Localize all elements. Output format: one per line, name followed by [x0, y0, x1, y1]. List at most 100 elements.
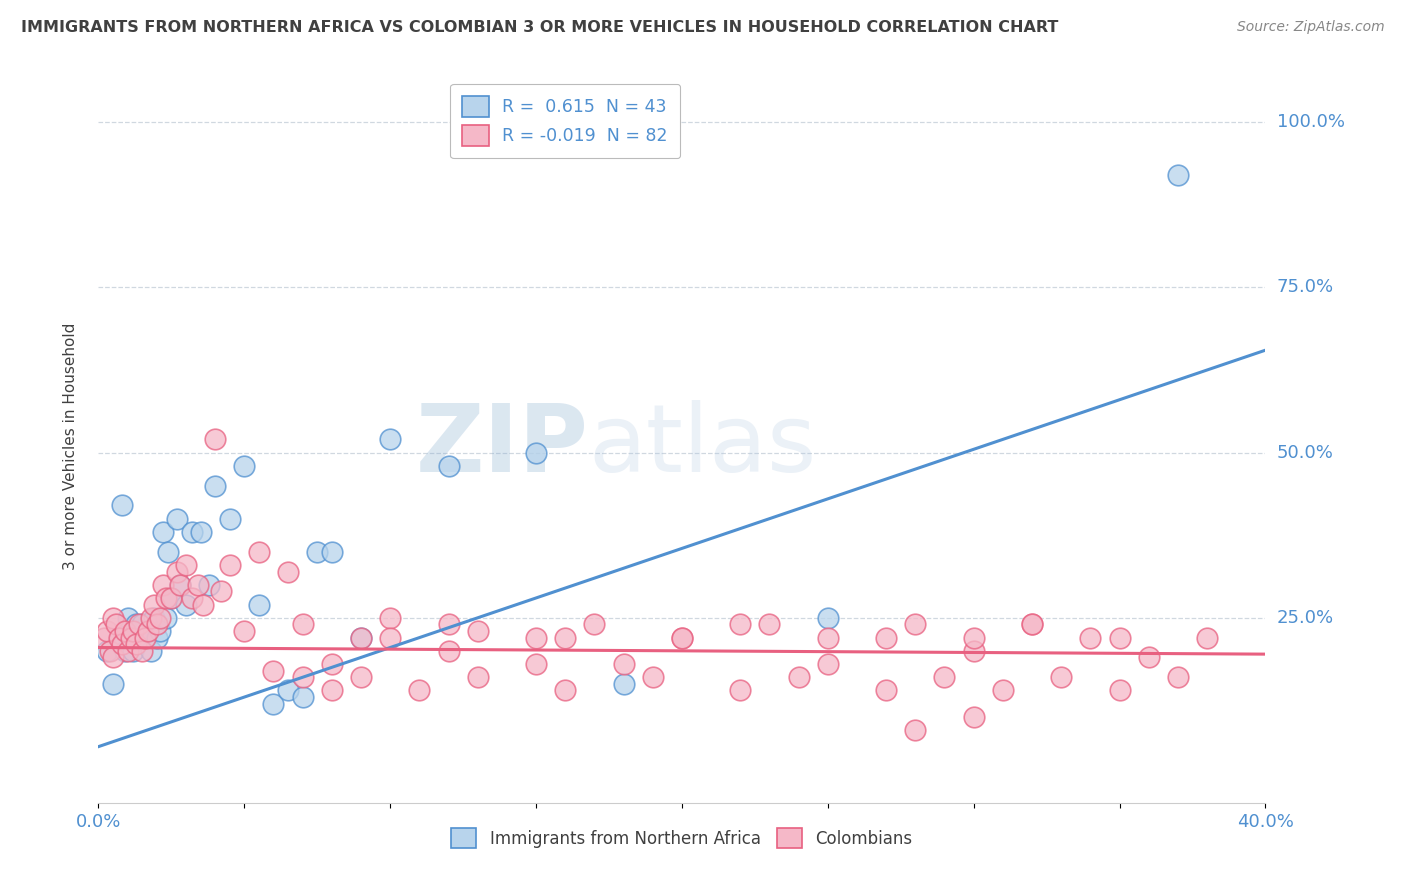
Point	[142, 611, 165, 625]
Point	[139, 644, 162, 658]
Point	[98, 644, 121, 658]
Point	[142, 598, 165, 612]
Point	[125, 637, 148, 651]
Point	[146, 631, 169, 645]
Point	[111, 499, 134, 513]
Point	[160, 591, 183, 605]
Point	[117, 611, 139, 625]
Point	[307, 545, 329, 559]
Point	[155, 611, 177, 625]
Text: atlas: atlas	[589, 400, 817, 492]
Point	[157, 545, 180, 559]
Point	[291, 670, 314, 684]
Point	[128, 617, 150, 632]
Point	[524, 657, 547, 671]
Point	[787, 670, 810, 684]
Point	[612, 677, 634, 691]
Point	[108, 631, 131, 645]
Point	[93, 631, 115, 645]
Point	[962, 710, 984, 724]
Point	[730, 617, 752, 632]
Point	[408, 683, 430, 698]
Point	[612, 657, 634, 671]
Point	[262, 697, 284, 711]
Text: IMMIGRANTS FROM NORTHERN AFRICA VS COLOMBIAN 3 OR MORE VEHICLES IN HOUSEHOLD COR: IMMIGRANTS FROM NORTHERN AFRICA VS COLOM…	[21, 20, 1059, 35]
Point	[180, 591, 202, 605]
Point	[120, 631, 142, 645]
Point	[125, 617, 148, 632]
Point	[991, 683, 1014, 698]
Point	[817, 631, 839, 645]
Point	[1080, 631, 1102, 645]
Point	[131, 644, 153, 658]
Point	[380, 611, 402, 625]
Point	[437, 617, 460, 632]
Point	[155, 591, 177, 605]
Point	[904, 617, 927, 632]
Point	[467, 670, 489, 684]
Point	[1108, 631, 1130, 645]
Point	[1108, 683, 1130, 698]
Point	[149, 611, 172, 625]
Point	[437, 458, 460, 473]
Point	[247, 545, 270, 559]
Text: Source: ZipAtlas.com: Source: ZipAtlas.com	[1237, 20, 1385, 34]
Text: 50.0%: 50.0%	[1277, 443, 1333, 461]
Text: ZIP: ZIP	[416, 400, 589, 492]
Point	[218, 558, 240, 572]
Point	[321, 683, 343, 698]
Point	[136, 624, 159, 638]
Point	[524, 631, 547, 645]
Point	[114, 624, 136, 638]
Point	[875, 683, 897, 698]
Point	[1021, 617, 1043, 632]
Point	[101, 650, 124, 665]
Point	[437, 644, 460, 658]
Y-axis label: 3 or more Vehicles in Household: 3 or more Vehicles in Household	[63, 322, 77, 570]
Point	[187, 578, 209, 592]
Point	[554, 631, 576, 645]
Point	[350, 670, 373, 684]
Point	[152, 524, 174, 539]
Point	[122, 644, 145, 658]
Point	[233, 624, 256, 638]
Point	[146, 617, 169, 632]
Point	[1195, 631, 1218, 645]
Point	[174, 598, 197, 612]
Point	[114, 644, 136, 658]
Point	[166, 565, 188, 579]
Point	[139, 611, 162, 625]
Point	[134, 631, 156, 645]
Point	[291, 617, 314, 632]
Point	[1167, 670, 1189, 684]
Point	[583, 617, 606, 632]
Point	[198, 578, 221, 592]
Point	[1021, 617, 1043, 632]
Point	[169, 578, 191, 592]
Point	[117, 644, 139, 658]
Point	[190, 524, 212, 539]
Point	[152, 578, 174, 592]
Point	[758, 617, 780, 632]
Point	[122, 624, 145, 638]
Point	[817, 611, 839, 625]
Point	[962, 631, 984, 645]
Point	[380, 433, 402, 447]
Point	[218, 511, 240, 525]
Point	[233, 458, 256, 473]
Point	[641, 670, 664, 684]
Point	[817, 657, 839, 671]
Text: 75.0%: 75.0%	[1277, 278, 1334, 296]
Point	[131, 617, 153, 632]
Point	[169, 578, 191, 592]
Point	[96, 624, 118, 638]
Point	[111, 637, 134, 651]
Point	[671, 631, 693, 645]
Point	[166, 511, 188, 525]
Point	[730, 683, 752, 698]
Point	[467, 624, 489, 638]
Point	[104, 617, 127, 632]
Point	[96, 644, 118, 658]
Point	[380, 631, 402, 645]
Point	[291, 690, 314, 704]
